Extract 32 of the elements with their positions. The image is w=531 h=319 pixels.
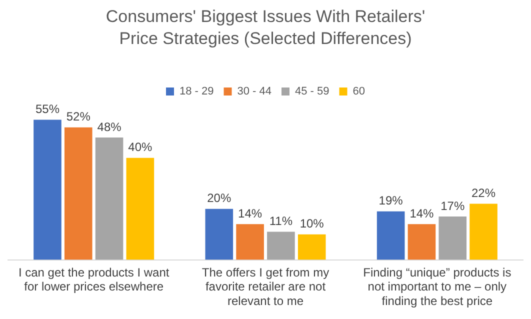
data-label: 55%	[35, 102, 60, 116]
bar	[470, 204, 498, 260]
x-tick-label: The offers I get from my favorite retailer are not relevant to me	[202, 265, 330, 308]
bar	[408, 224, 436, 260]
bar	[126, 158, 154, 260]
bar	[34, 120, 62, 260]
x-tick-label: Finding “unique” products is not important to me – only finding the best price	[363, 265, 512, 308]
data-label: 19%	[378, 194, 404, 208]
data-label: 20%	[207, 191, 232, 206]
data-label: 17%	[440, 198, 465, 213]
chart-title: Consumers' Biggest Issues With Retailers' Price Strategies (Selected Differences)	[104, 6, 426, 50]
data-label: 14%	[238, 206, 262, 220]
x-tick-label: I can get the products I want for lower prices elsewhere	[18, 265, 170, 294]
data-label: 48%	[97, 120, 122, 134]
data-label: 52%	[66, 110, 91, 124]
bar	[205, 208, 234, 260]
data-label: 14%	[410, 206, 434, 220]
data-label: 10%	[300, 216, 324, 231]
bar	[64, 127, 92, 260]
legend-label: 45 - 59	[295, 86, 330, 98]
bar	[236, 224, 264, 260]
bar	[298, 234, 326, 260]
legend-label: 60	[352, 86, 365, 98]
bar	[438, 216, 467, 260]
bar	[267, 232, 295, 260]
legend-label: 30 - 44	[237, 86, 272, 98]
data-label: 11%	[269, 214, 293, 228]
bar	[376, 211, 405, 260]
data-label: 40%	[128, 140, 153, 154]
legend-label: 18 - 29	[180, 86, 214, 98]
data-label: 22%	[472, 186, 496, 200]
bar	[95, 138, 124, 260]
